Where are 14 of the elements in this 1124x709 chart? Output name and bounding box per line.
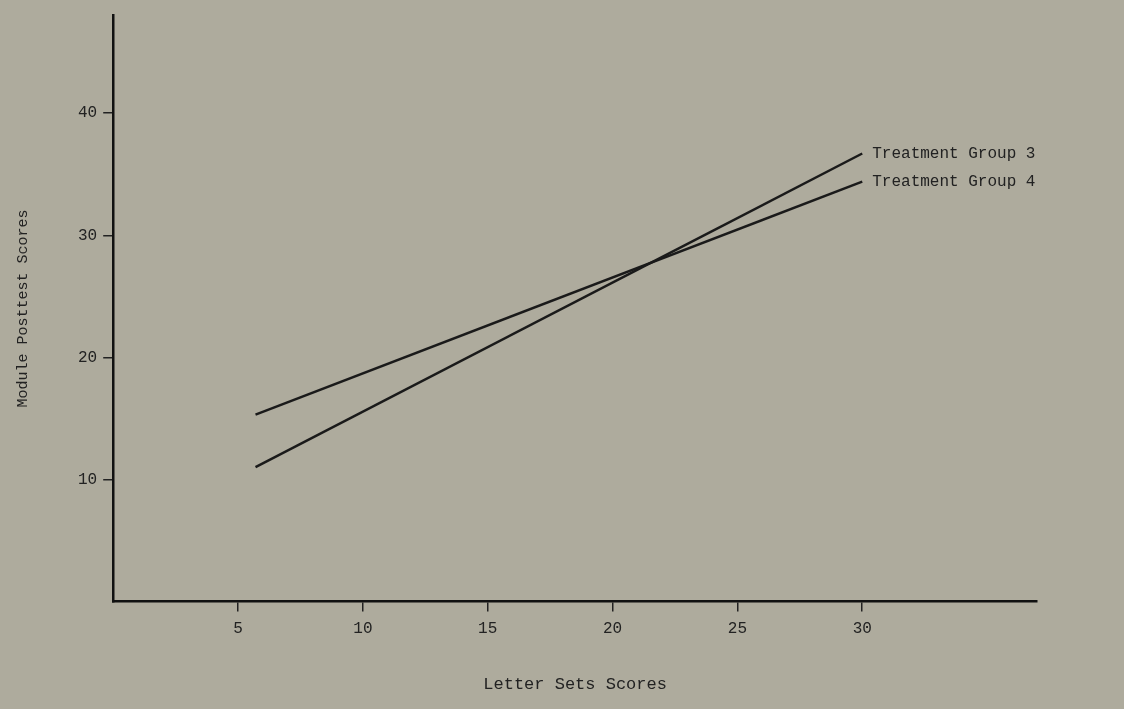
y-tick-label: 20	[78, 348, 98, 367]
x-axis-title: Letter Sets Scores	[483, 675, 667, 695]
x-tick-label: 5	[233, 620, 243, 639]
x-tick-label: 10	[353, 620, 373, 639]
y-axis-title: Module Posttest Scores	[14, 209, 32, 408]
series-label: Treatment Group 3	[872, 144, 1036, 163]
x-tick-label: 30	[852, 620, 872, 639]
y-tick-label: 10	[78, 470, 98, 489]
x-tick-label: 15	[478, 620, 498, 639]
series-label: Treatment Group 4	[872, 172, 1036, 191]
y-tick-label: 30	[78, 226, 98, 245]
y-tick-label: 40	[78, 104, 98, 123]
x-tick-label: 20	[602, 620, 623, 639]
x-tick-label: 25	[727, 620, 747, 639]
